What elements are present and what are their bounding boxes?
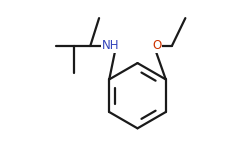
Text: NH: NH	[102, 39, 119, 52]
Text: O: O	[153, 39, 162, 52]
